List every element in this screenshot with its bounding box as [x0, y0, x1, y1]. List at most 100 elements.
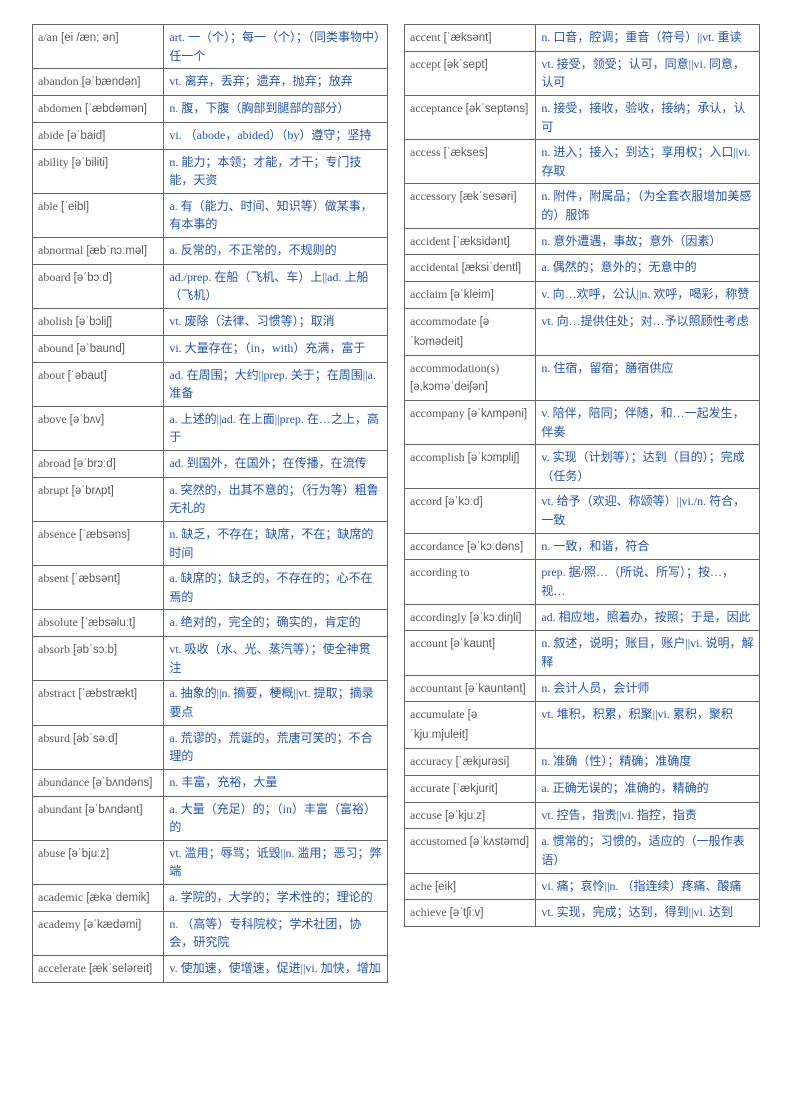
table-row: accelerate [ækˈseləreit]v. 使加速，使增速，促进||v… [33, 955, 388, 982]
ipa: [ˈæbsənt] [72, 573, 121, 585]
definition-cell: vt. 给予（欢迎、称颂等）||vi./n. 符合，一致 [536, 489, 760, 533]
word-cell: absurd [əbˈsəːd] [33, 725, 164, 769]
table-row: accordance [əˈkɔːdəns]n. 一致，和谐，符合 [405, 533, 760, 560]
headword: above [38, 412, 67, 426]
table-row: ability [əˈbiliti]n. 能力；本领；才能，才干；专门技能，天资 [33, 149, 388, 193]
headword: accidental [410, 260, 459, 274]
table-row: absorb [əbˈsɔːb]vt. 吸收（水、光、蒸汽等）；使全神贯注 [33, 637, 388, 681]
word-cell: abundant [əˈbʌndənt] [33, 796, 164, 840]
headword: acceptance [410, 101, 463, 115]
word-cell: achieve [əˈtʃiːv] [405, 900, 536, 927]
word-cell: absolute [ˈæbsəluːt] [33, 610, 164, 637]
ipa: [əˈbrʌpt] [72, 485, 114, 497]
headword: achieve [410, 905, 447, 919]
right-column: accent [ˈæksənt]n. 口音，腔调；重音（符号）||vt. 重读a… [404, 24, 760, 983]
word-cell: accuracy [ˈækjurəsi] [405, 749, 536, 776]
definition-cell: vt. 控告，指责||vi. 指控，指责 [536, 802, 760, 829]
ipa: [ækəˈdemik] [86, 892, 149, 904]
headword: academy [38, 917, 81, 931]
headword: able [38, 199, 58, 213]
definition-cell: ad./prep. 在船（飞机、车）上||ad. 上船（飞机） [164, 264, 388, 308]
ipa: [əˈkʌmpəni] [468, 408, 527, 420]
word-cell: abuse [əˈbjuːz] [33, 840, 164, 884]
headword: abundant [38, 802, 82, 816]
word-cell: abroad [əˈbrɔːd] [33, 451, 164, 478]
word-cell: access [ˈækses] [405, 140, 536, 184]
word-cell: absorb [əbˈsɔːb] [33, 637, 164, 681]
definition-cell: vi. 痛；哀怜||n. （指连续）疼痛、酸痛 [536, 873, 760, 900]
ipa: [əˈkɔːd] [445, 496, 483, 508]
headword: accountant [410, 681, 462, 695]
ipa: [əˈkleim] [450, 289, 493, 301]
table-row: absence [ˈæbsəns]n. 缺乏，不存在；缺席，不在；缺席的时间 [33, 522, 388, 566]
table-row: academic [ækəˈdemik]a. 学院的，大学的；学术性的；理论的 [33, 884, 388, 911]
word-cell: accompany [əˈkʌmpəni] [405, 401, 536, 445]
table-row: abrupt [əˈbrʌpt]a. 突然的，出其不意的；（行为等）粗鲁无礼的 [33, 477, 388, 521]
headword: accident [410, 234, 450, 248]
table-row: achieve [əˈtʃiːv]vt. 实现，完成；达到，得到||vi. 达到 [405, 900, 760, 927]
table-row: accompany [əˈkʌmpəni]v. 陪伴，陪同；伴随，和…一起发生，… [405, 401, 760, 445]
table-row: abuse [əˈbjuːz]vt. 滥用；辱骂；诋毁||n. 滥用；恶习；弊端 [33, 840, 388, 884]
definition-cell: a. 缺席的；缺乏的，不存在的；心不在焉的 [164, 566, 388, 610]
ipa: [əbˈsəːd] [73, 733, 118, 745]
headword: accessory [410, 189, 457, 203]
ipa: [əˈkjuːz] [445, 810, 485, 822]
ipa: [ə,kɔməˈdeiʃən] [410, 381, 488, 393]
table-row: academy [əˈkædəmi]n. （高等）专科院校；学术社团，协会，研究… [33, 911, 388, 955]
word-cell: according to [405, 560, 536, 604]
headword: accurate [410, 781, 450, 795]
headword: abide [38, 128, 64, 142]
table-row: ache [eik]vi. 痛；哀怜||n. （指连续）疼痛、酸痛 [405, 873, 760, 900]
headword: accuse [410, 808, 442, 822]
ipa: [əkˈsept] [444, 59, 488, 71]
ipa: [əˈbɔliʃ] [76, 316, 112, 328]
table-row: accident [ˈæksidənt]n. 意外遭遇，事故；意外（因素） [405, 228, 760, 255]
ipa: [ˈæksənt] [444, 32, 492, 44]
headword: abuse [38, 846, 65, 860]
ipa: [ei /æn; ən] [61, 32, 119, 44]
definition-cell: vi. （abode，abided）（by）遵守；坚持 [164, 122, 388, 149]
table-row: accent [ˈæksənt]n. 口音，腔调；重音（符号）||vt. 重读 [405, 25, 760, 52]
table-row: accomplish [əˈkɔmpliʃ]v. 实现（计划等）；达到（目的）；… [405, 445, 760, 489]
table-row: accustomed [əˈkʌstəmd]a. 惯常的；习惯的，适应的（一般作… [405, 829, 760, 873]
word-cell: accurate [ˈækjurit] [405, 775, 536, 802]
definition-cell: n. 一致，和谐，符合 [536, 533, 760, 560]
word-cell: above [əˈbʌv] [33, 406, 164, 450]
table-row: aboard [əˈbɔːd]ad./prep. 在船（飞机、车）上||ad. … [33, 264, 388, 308]
ipa: [əˈbɔːd] [74, 272, 112, 284]
headword: abolish [38, 314, 73, 328]
ipa: [əˈkɔːdəns] [467, 541, 523, 553]
word-cell: aboard [əˈbɔːd] [33, 264, 164, 308]
headword: accent [410, 30, 441, 44]
table-row: accuse [əˈkjuːz] vt. 控告，指责||vi. 指控，指责 [405, 802, 760, 829]
definition-cell: n. 意外遭遇，事故；意外（因素） [536, 228, 760, 255]
ipa: [ˈeibl] [61, 201, 89, 213]
word-cell: accessory [ækˈsesəri] [405, 184, 536, 228]
word-cell: account [əˈkaunt] [405, 631, 536, 675]
ipa: [æbˈnɔːməl] [86, 245, 147, 257]
ipa: [ˈækjurəsi] [456, 756, 510, 768]
ipa: [ˈəbaut] [68, 370, 107, 382]
definition-cell: vt. 实现，完成；达到，得到||vi. 达到 [536, 900, 760, 927]
definition-cell: n. 进入；接入；到达；享用权；入口||vi. 存取 [536, 140, 760, 184]
definition-cell: v. 向…欢呼，公认||n. 欢呼，喝彩，称赞 [536, 282, 760, 309]
word-cell: accent [ˈæksənt] [405, 25, 536, 52]
word-cell: abolish [əˈbɔliʃ] [33, 309, 164, 336]
headword: acclaim [410, 287, 447, 301]
word-cell: abandon [əˈbændən] [33, 69, 164, 96]
table-row: about [ˈəbaut]ad. 在周围；大约||prep. 关于；在周围||… [33, 362, 388, 406]
definition-cell: vt. 接受，领受；认可，同意||vi. 同意，认可 [536, 51, 760, 95]
definition-cell: vt. 离弃，丢弃；遗弃，抛弃；放弃 [164, 69, 388, 96]
headword: about [38, 368, 65, 382]
table-row: accidental [æksiˈdentl]a. 偶然的；意外的；无意中的 [405, 255, 760, 282]
table-row: a/an [ei /æn; ən]art. 一（个）；每一（个）；（同类事物中）… [33, 25, 388, 69]
ipa: [əˈbʌndəns] [92, 777, 152, 789]
definition-cell: n. （高等）专科院校；学术社团，协会，研究院 [164, 911, 388, 955]
ipa: [æksiˈdentl] [462, 262, 521, 274]
definition-cell: n. 接受，接收，验收，接纳；承认，认可 [536, 96, 760, 140]
table-row: accurate [ˈækjurit]a. 正确无误的；准确的，精确的 [405, 775, 760, 802]
definition-cell: n. 叙述，说明；账目，账户||vi. 说明，解释 [536, 631, 760, 675]
headword: abroad [38, 456, 71, 470]
table-row: abnormal [æbˈnɔːməl]a. 反常的，不正常的，不规则的 [33, 238, 388, 265]
ipa: [əˈbændən] [82, 76, 141, 88]
